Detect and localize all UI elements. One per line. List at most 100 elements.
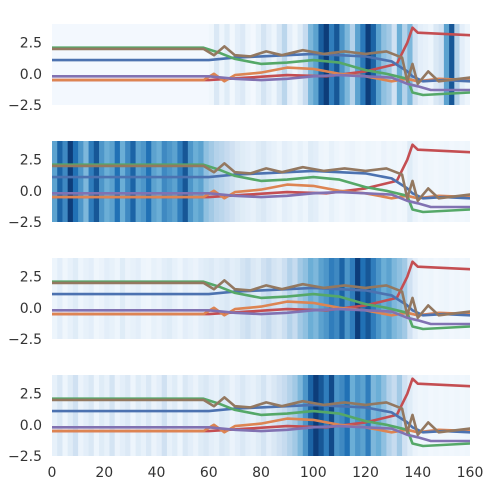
heatmap-strip xyxy=(214,258,220,339)
heatmap-strip xyxy=(423,375,429,456)
heatmap-strip xyxy=(298,141,304,222)
heatmap-strip xyxy=(282,24,288,105)
heatmap-strip xyxy=(73,375,79,456)
heatmap-strip xyxy=(62,141,68,222)
heatmap-strip xyxy=(433,258,439,339)
heatmap-strip xyxy=(292,375,298,456)
heatmap-strip xyxy=(287,375,293,456)
heatmap-strip xyxy=(89,258,95,339)
heatmap-strip xyxy=(204,375,210,456)
heatmap-strip xyxy=(172,141,178,222)
heatmap-strip xyxy=(433,141,439,222)
heatmap-strip xyxy=(329,141,335,222)
heatmap-strip xyxy=(428,258,434,339)
heatmap-strip xyxy=(68,375,74,456)
heatmap-strip xyxy=(193,375,199,456)
y-tick-label: 2.5 xyxy=(20,387,42,403)
heatmap-strip xyxy=(136,141,142,222)
heatmap-strip xyxy=(193,258,199,339)
y-tick-label: 0.0 xyxy=(20,184,42,200)
heatmap-strip xyxy=(245,141,251,222)
heatmap-strip xyxy=(298,258,304,339)
heatmap-strip xyxy=(371,375,377,456)
heatmap-strip xyxy=(433,24,439,105)
heatmap-strip xyxy=(68,141,74,222)
heatmap-strip xyxy=(287,24,293,105)
heatmap-strip xyxy=(428,24,434,105)
heatmap-strip xyxy=(282,258,288,339)
heatmap-strip xyxy=(62,375,68,456)
x-tick-label: 60 xyxy=(200,465,218,481)
heatmap-strip xyxy=(423,141,429,222)
heatmap-strip xyxy=(62,258,68,339)
heatmap-strip xyxy=(366,375,372,456)
heatmap-strip xyxy=(204,141,210,222)
heatmap-strip xyxy=(308,141,314,222)
heatmap-strip xyxy=(125,375,131,456)
heatmap-strip xyxy=(230,141,236,222)
heatmap-strip xyxy=(376,24,382,105)
heatmap-strip xyxy=(251,141,257,222)
heatmap-strip xyxy=(52,258,58,339)
heatmap-strip xyxy=(282,375,288,456)
heatmap-strip xyxy=(303,258,309,339)
heatmap-strip xyxy=(360,258,366,339)
heatmap-strip xyxy=(104,258,110,339)
heatmap-strip xyxy=(125,141,131,222)
x-tick-label: 160 xyxy=(457,465,484,481)
heatmap-strip xyxy=(235,141,241,222)
y-tick-label: −2.5 xyxy=(8,449,42,465)
heatmap-strip xyxy=(318,141,324,222)
heatmap-strip xyxy=(251,375,257,456)
heatmap-strip xyxy=(318,24,324,105)
heatmap-strip xyxy=(277,24,283,105)
heatmap-strip xyxy=(376,258,382,339)
heatmap-strip xyxy=(376,141,382,222)
heatmap-strip xyxy=(428,375,434,456)
heatmap-strip xyxy=(130,258,136,339)
heatmap-strip xyxy=(329,258,335,339)
chart-panel-4: −2.5 0.0 2.5 xyxy=(8,375,470,465)
heatmap-strip xyxy=(57,258,63,339)
heatmap-strip xyxy=(99,258,105,339)
heatmap-strip xyxy=(109,141,115,222)
heatmap-strip xyxy=(292,141,298,222)
heatmap-strip xyxy=(240,375,246,456)
heatmap-strip xyxy=(193,141,199,222)
heatmap-strip xyxy=(104,141,110,222)
heatmap-strip xyxy=(162,258,168,339)
heatmap-strip xyxy=(141,258,147,339)
heatmap-strip xyxy=(292,24,298,105)
heatmap-strip xyxy=(371,24,377,105)
heatmap-strip xyxy=(324,375,330,456)
x-tick-label: 0 xyxy=(48,465,57,481)
heatmap-strip xyxy=(324,141,330,222)
heatmap-strip xyxy=(99,141,105,222)
heatmap-strip xyxy=(329,24,335,105)
heatmap-strip xyxy=(172,258,178,339)
heatmap-strip xyxy=(360,375,366,456)
heatmap-strip xyxy=(120,258,126,339)
heatmap-strip xyxy=(366,258,372,339)
heatmap-strip xyxy=(130,141,136,222)
x-tick-label: 40 xyxy=(148,465,166,481)
x-tick-label: 80 xyxy=(252,465,270,481)
heatmap-strip xyxy=(188,141,194,222)
heatmap-strip xyxy=(313,141,319,222)
heatmap-strip xyxy=(308,24,314,105)
heatmap-strip xyxy=(120,141,126,222)
heatmap-strip xyxy=(219,375,225,456)
x-tick-label: 100 xyxy=(300,465,327,481)
heatmap-strip xyxy=(198,141,204,222)
heatmap-strip xyxy=(366,141,372,222)
heatmap-strip xyxy=(94,258,100,339)
heatmap-strip xyxy=(240,258,246,339)
heatmap-strip xyxy=(224,24,230,105)
heatmap-strip xyxy=(209,258,215,339)
heatmap-strip xyxy=(73,258,79,339)
heatmap-strip xyxy=(141,375,147,456)
heatmap-strip xyxy=(245,258,251,339)
heatmap-strip xyxy=(109,258,115,339)
heatmap-strip xyxy=(334,258,340,339)
heatmap-strip xyxy=(240,24,246,105)
